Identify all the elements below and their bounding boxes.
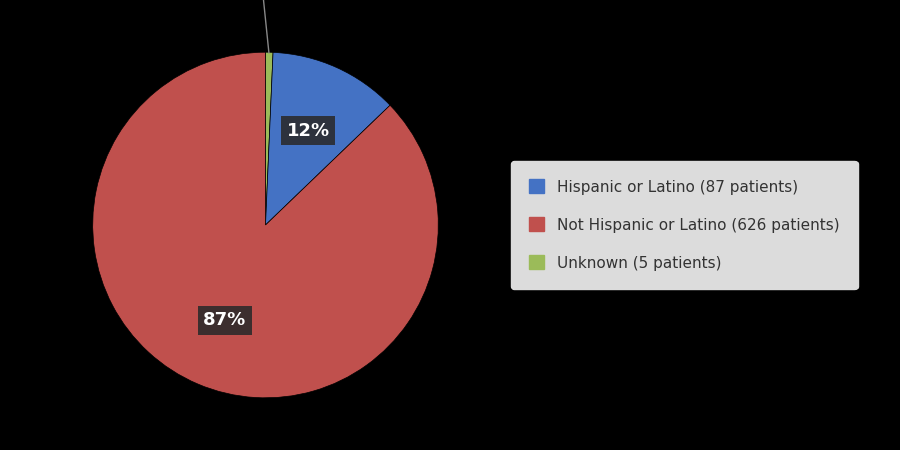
Wedge shape <box>266 52 273 225</box>
Wedge shape <box>93 52 438 398</box>
Text: 1%: 1% <box>247 0 277 53</box>
Text: 12%: 12% <box>286 122 329 140</box>
Wedge shape <box>266 52 390 225</box>
Legend: Hispanic or Latino (87 patients), Not Hispanic or Latino (626 patients), Unknown: Hispanic or Latino (87 patients), Not Hi… <box>510 161 858 289</box>
Text: 87%: 87% <box>203 311 247 329</box>
